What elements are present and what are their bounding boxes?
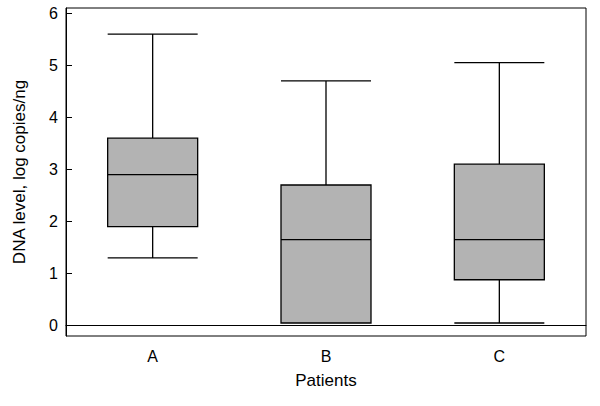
svg-text:A: A — [147, 348, 158, 365]
svg-text:5: 5 — [49, 57, 58, 74]
svg-text:DNA level, log copies/ng: DNA level, log copies/ng — [10, 80, 29, 264]
svg-text:1: 1 — [49, 265, 58, 282]
svg-text:2: 2 — [49, 213, 58, 230]
svg-text:0: 0 — [49, 317, 58, 334]
svg-text:C: C — [494, 348, 506, 365]
svg-text:3: 3 — [49, 161, 58, 178]
svg-text:Patients: Patients — [295, 371, 356, 390]
svg-text:B: B — [321, 348, 332, 365]
svg-text:6: 6 — [49, 5, 58, 22]
svg-text:4: 4 — [49, 109, 58, 126]
